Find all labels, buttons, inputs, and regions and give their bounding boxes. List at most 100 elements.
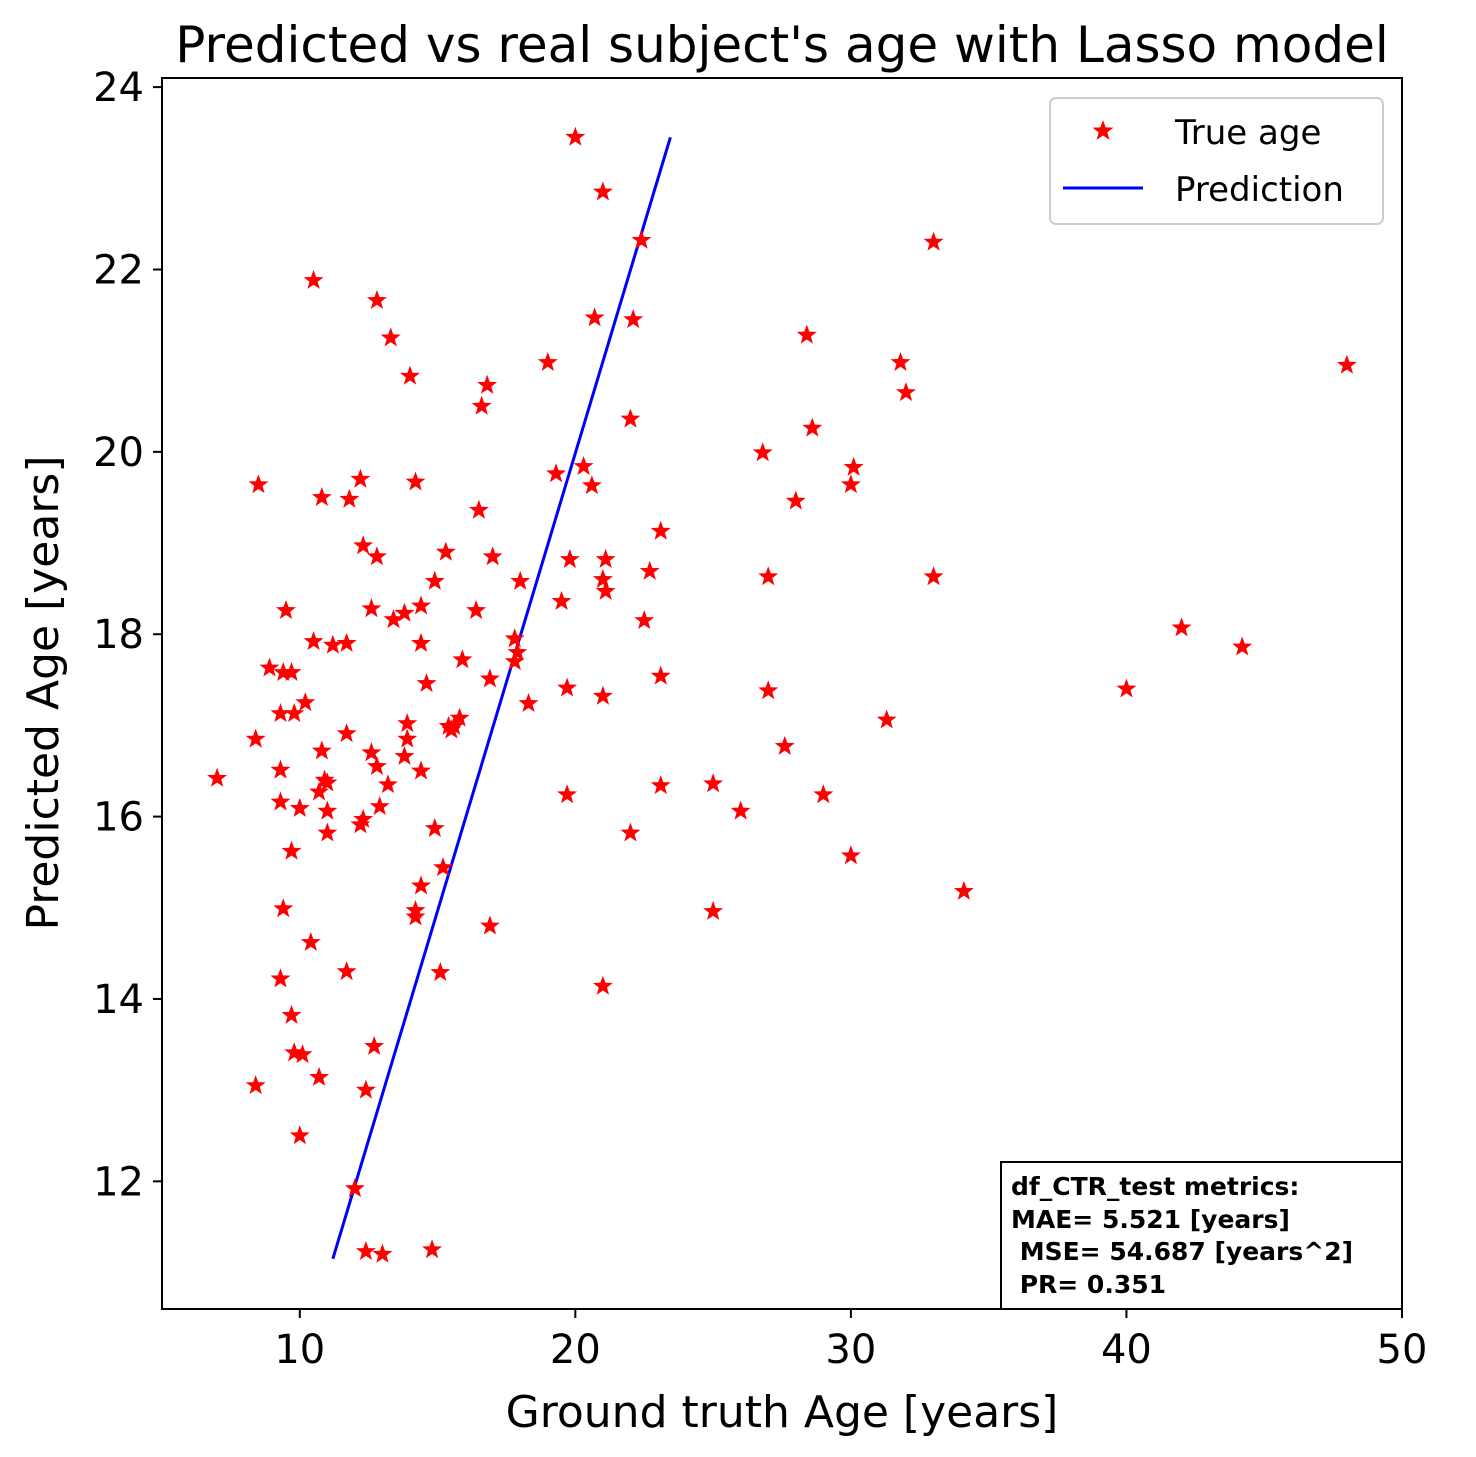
data-point bbox=[281, 840, 302, 860]
data-point bbox=[774, 735, 795, 755]
data-point bbox=[424, 570, 445, 590]
y-tick-label: 16 bbox=[93, 795, 144, 841]
data-point bbox=[876, 709, 897, 729]
data-point bbox=[361, 742, 382, 762]
data-point bbox=[758, 566, 779, 586]
data-point bbox=[510, 570, 531, 590]
data-point bbox=[650, 665, 671, 685]
true-age-series bbox=[207, 126, 1357, 1263]
data-point bbox=[896, 382, 916, 402]
data-point bbox=[650, 520, 671, 540]
y-tick-label: 24 bbox=[93, 65, 144, 111]
data-point bbox=[634, 610, 655, 630]
legend: True age Prediction bbox=[1049, 97, 1384, 225]
data-point bbox=[383, 609, 404, 629]
data-point bbox=[551, 590, 572, 610]
data-point bbox=[273, 898, 294, 918]
x-tick-label: 20 bbox=[550, 1327, 601, 1373]
data-point bbox=[303, 631, 324, 651]
data-point bbox=[311, 740, 332, 760]
data-point bbox=[840, 845, 861, 865]
data-point bbox=[504, 628, 525, 648]
data-point bbox=[444, 715, 465, 735]
data-point bbox=[504, 651, 525, 671]
data-point bbox=[372, 1243, 393, 1263]
data-point bbox=[466, 600, 487, 620]
data-point bbox=[317, 800, 338, 820]
data-point bbox=[309, 1066, 330, 1086]
data-point bbox=[411, 875, 432, 895]
data-point bbox=[785, 490, 806, 510]
data-point bbox=[394, 602, 415, 622]
data-point bbox=[650, 775, 671, 795]
data-point bbox=[353, 808, 374, 828]
data-point bbox=[1232, 636, 1253, 656]
data-point bbox=[1116, 678, 1137, 698]
metrics-box: df_CTR_test metrics: MAE= 5.521 [years] … bbox=[1000, 1161, 1403, 1310]
data-point bbox=[380, 327, 401, 347]
data-point bbox=[433, 857, 454, 877]
data-point bbox=[592, 975, 613, 995]
data-point bbox=[289, 1125, 310, 1145]
data-point bbox=[595, 580, 616, 600]
data-point bbox=[405, 471, 426, 491]
data-point bbox=[479, 668, 500, 688]
data-point bbox=[923, 566, 944, 586]
data-point bbox=[377, 774, 398, 794]
y-axis-label: Predicted Age [years] bbox=[18, 455, 69, 930]
data-point bbox=[397, 713, 418, 733]
data-point bbox=[584, 307, 605, 327]
data-point bbox=[813, 784, 834, 804]
data-point bbox=[581, 475, 602, 495]
y-tick-label: 12 bbox=[93, 1159, 144, 1205]
data-point bbox=[479, 915, 500, 935]
data-point bbox=[758, 680, 779, 700]
data-point bbox=[592, 569, 613, 589]
data-point bbox=[292, 1044, 313, 1064]
data-point bbox=[620, 822, 641, 842]
data-point bbox=[411, 632, 432, 652]
data-point bbox=[840, 474, 861, 494]
data-point bbox=[620, 408, 641, 428]
x-axis: 10 20 30 40 50 bbox=[274, 1309, 1427, 1373]
metrics-line-mse: MSE= 54.687 [years^2] bbox=[1011, 1237, 1353, 1266]
data-point bbox=[353, 535, 374, 555]
data-point bbox=[350, 814, 371, 834]
data-point bbox=[361, 598, 382, 618]
data-point bbox=[276, 600, 296, 620]
data-point bbox=[284, 703, 305, 723]
data-point bbox=[248, 474, 269, 494]
data-point bbox=[270, 759, 291, 779]
x-tick-label: 30 bbox=[825, 1327, 876, 1373]
metrics-line-header: df_CTR_test metrics: bbox=[1011, 1172, 1299, 1201]
metrics-line-mae: MAE= 5.521 [years] bbox=[1011, 1205, 1290, 1234]
data-point bbox=[273, 662, 294, 682]
data-point bbox=[424, 817, 445, 837]
data-point bbox=[449, 707, 470, 727]
x-tick-label: 50 bbox=[1377, 1327, 1428, 1373]
data-point bbox=[317, 772, 338, 792]
data-point bbox=[1336, 354, 1357, 374]
x-tick-label: 40 bbox=[1101, 1327, 1152, 1373]
data-point bbox=[289, 797, 310, 817]
data-point bbox=[339, 488, 360, 508]
data-point bbox=[314, 769, 335, 789]
data-point bbox=[592, 685, 613, 705]
data-point bbox=[355, 1079, 376, 1099]
data-point bbox=[366, 546, 387, 566]
data-point bbox=[397, 728, 418, 748]
y-tick-label: 14 bbox=[93, 977, 144, 1023]
plot-area bbox=[161, 77, 1403, 1310]
data-point bbox=[557, 677, 578, 697]
data-point bbox=[270, 791, 291, 811]
data-point bbox=[303, 269, 324, 289]
data-point bbox=[270, 968, 291, 988]
data-point bbox=[322, 634, 343, 654]
x-tick-label: 10 bbox=[274, 1327, 325, 1373]
data-point bbox=[843, 456, 864, 476]
data-point bbox=[411, 595, 432, 615]
y-tick-label: 22 bbox=[93, 247, 144, 293]
legend-star-marker bbox=[1092, 120, 1114, 140]
data-point bbox=[890, 352, 911, 371]
